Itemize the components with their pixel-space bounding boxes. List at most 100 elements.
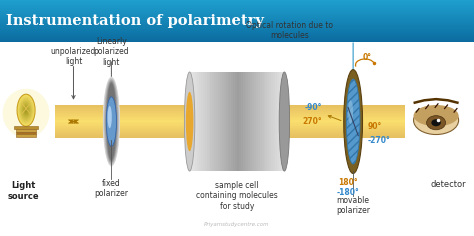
- Text: 0°: 0°: [363, 53, 372, 62]
- Text: 180°: 180°: [338, 178, 358, 187]
- Bar: [55, 117, 405, 118]
- Ellipse shape: [3, 89, 49, 138]
- Bar: [0, 12, 474, 13]
- Bar: [256, 72, 258, 171]
- Bar: [0, 15, 474, 16]
- Bar: [258, 72, 260, 171]
- Ellipse shape: [105, 80, 118, 163]
- Ellipse shape: [21, 101, 31, 119]
- Ellipse shape: [19, 98, 33, 122]
- Bar: [55, 137, 405, 138]
- Bar: [55, 135, 405, 136]
- Bar: [16, 129, 36, 132]
- Bar: [260, 72, 262, 171]
- Bar: [14, 126, 38, 129]
- Ellipse shape: [22, 103, 30, 118]
- Bar: [55, 122, 405, 123]
- Bar: [0, 28, 474, 29]
- Bar: [233, 72, 235, 171]
- Bar: [55, 123, 405, 124]
- Bar: [55, 128, 405, 129]
- Bar: [265, 72, 267, 171]
- Bar: [239, 72, 241, 171]
- Bar: [16, 132, 36, 134]
- Bar: [209, 72, 210, 171]
- Bar: [55, 132, 405, 133]
- Bar: [0, 30, 474, 31]
- Bar: [205, 72, 207, 171]
- Bar: [0, 34, 474, 35]
- Bar: [0, 0, 474, 1]
- Bar: [0, 23, 474, 25]
- Bar: [0, 35, 474, 36]
- Bar: [0, 6, 474, 7]
- Text: Linearly
polarized
light: Linearly polarized light: [93, 37, 129, 67]
- Bar: [226, 72, 228, 171]
- Text: Priyamstudycentre.com: Priyamstudycentre.com: [204, 222, 270, 227]
- Bar: [190, 72, 191, 171]
- Ellipse shape: [108, 106, 112, 128]
- Ellipse shape: [105, 81, 118, 162]
- Bar: [0, 17, 474, 18]
- Ellipse shape: [24, 106, 29, 115]
- Bar: [0, 8, 474, 9]
- Bar: [199, 72, 201, 171]
- Bar: [0, 25, 474, 27]
- Bar: [55, 114, 405, 115]
- Text: Light
source: Light source: [8, 181, 39, 201]
- Bar: [243, 72, 245, 171]
- Bar: [229, 72, 231, 171]
- Ellipse shape: [105, 80, 118, 164]
- Ellipse shape: [104, 79, 118, 164]
- Ellipse shape: [20, 100, 32, 120]
- Bar: [55, 120, 405, 121]
- Bar: [55, 112, 405, 113]
- Ellipse shape: [106, 81, 117, 162]
- Bar: [197, 72, 199, 171]
- Bar: [55, 119, 405, 120]
- Text: 90°: 90°: [367, 122, 382, 131]
- Ellipse shape: [106, 81, 117, 162]
- Bar: [0, 3, 474, 4]
- Text: fixed
polarizer: fixed polarizer: [94, 179, 128, 198]
- Bar: [0, 16, 474, 17]
- Bar: [0, 29, 474, 30]
- Bar: [0, 37, 474, 38]
- Bar: [0, 20, 474, 21]
- Bar: [0, 11, 474, 12]
- Bar: [252, 72, 254, 171]
- Bar: [210, 72, 212, 171]
- Text: Optical rotation due to
molecules: Optical rotation due to molecules: [246, 21, 333, 40]
- Bar: [228, 72, 229, 171]
- Bar: [0, 27, 474, 28]
- Bar: [0, 5, 474, 6]
- Bar: [55, 129, 405, 130]
- Ellipse shape: [107, 83, 116, 160]
- Bar: [0, 4, 474, 5]
- Bar: [283, 72, 284, 171]
- Ellipse shape: [104, 79, 118, 164]
- Ellipse shape: [186, 92, 193, 151]
- Ellipse shape: [19, 97, 33, 123]
- Bar: [262, 72, 264, 171]
- Ellipse shape: [104, 79, 118, 164]
- Ellipse shape: [103, 78, 119, 165]
- Text: movable
polarizer: movable polarizer: [336, 196, 370, 215]
- Bar: [0, 22, 474, 23]
- Bar: [0, 36, 474, 37]
- Ellipse shape: [427, 116, 446, 130]
- Bar: [55, 113, 405, 114]
- Bar: [246, 72, 248, 171]
- Bar: [201, 72, 203, 171]
- Ellipse shape: [24, 106, 28, 114]
- Ellipse shape: [348, 100, 353, 124]
- Bar: [269, 72, 271, 171]
- Bar: [16, 134, 36, 136]
- Bar: [220, 72, 222, 171]
- Bar: [55, 105, 405, 106]
- Ellipse shape: [25, 109, 27, 112]
- Bar: [55, 126, 405, 127]
- Bar: [241, 72, 243, 171]
- Bar: [267, 72, 269, 171]
- Bar: [0, 13, 474, 14]
